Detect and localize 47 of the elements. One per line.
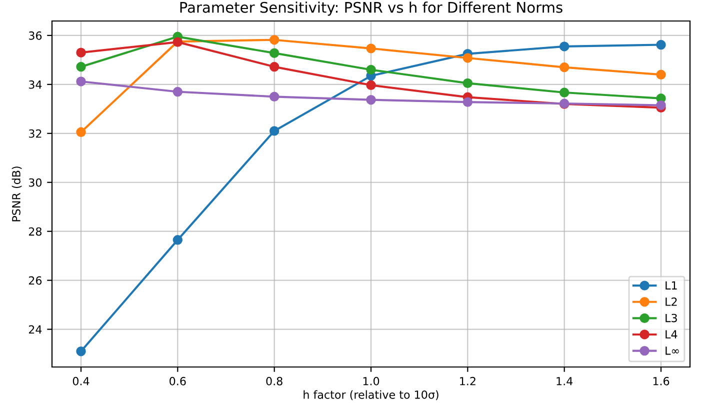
- x-tick-label: 0.6: [170, 376, 186, 386]
- point: [559, 42, 570, 52]
- point: [172, 235, 183, 245]
- point: [269, 34, 280, 45]
- point: [76, 76, 86, 86]
- point: [76, 48, 86, 58]
- point: [366, 80, 376, 90]
- x-tick-label: 1.2: [460, 376, 476, 386]
- y-tick-label: 32: [28, 129, 42, 138]
- legend-label: L3: [666, 314, 677, 322]
- x-tick-label: 0.4: [72, 376, 90, 386]
- x-axis-title: h factor (relative to 10σ): [304, 390, 438, 400]
- point: [366, 94, 376, 105]
- y-tick-label: 30: [28, 178, 42, 187]
- legend-label: L2: [666, 298, 677, 306]
- point: [172, 86, 183, 97]
- point: [656, 100, 666, 110]
- point: [269, 126, 280, 136]
- y-tick-label: 34: [28, 80, 42, 89]
- point: [366, 64, 376, 75]
- y-tick-label: 36: [28, 31, 42, 40]
- y-tick-label: 24: [28, 325, 42, 334]
- x-tick-label: 1.4: [556, 377, 573, 386]
- y-axis-title: PSNR (dB): [12, 166, 22, 222]
- y-tick-label: 28: [28, 227, 42, 236]
- point: [269, 92, 280, 102]
- point: [366, 44, 376, 54]
- point: [559, 62, 570, 72]
- chart-title: Parameter Sensitivity: PSNR vs h for Different Norms: [180, 2, 562, 16]
- point: [462, 97, 473, 107]
- x-tick-label: 1.0: [363, 376, 380, 386]
- x-tick-label: 1.6: [653, 376, 670, 386]
- legend-label: L4: [666, 330, 678, 338]
- point: [656, 70, 666, 80]
- point: [76, 346, 86, 356]
- point: [269, 62, 280, 72]
- point: [76, 127, 86, 138]
- point: [462, 78, 473, 88]
- legend-label: L∞: [666, 346, 679, 355]
- point: [656, 40, 666, 50]
- legend-label: L1: [666, 281, 677, 290]
- x-tick-label: 0.8: [266, 376, 282, 386]
- point: [462, 53, 473, 63]
- point: [559, 88, 570, 98]
- point: [269, 48, 280, 58]
- y-tick-label: 26: [28, 276, 42, 285]
- point: [76, 62, 86, 72]
